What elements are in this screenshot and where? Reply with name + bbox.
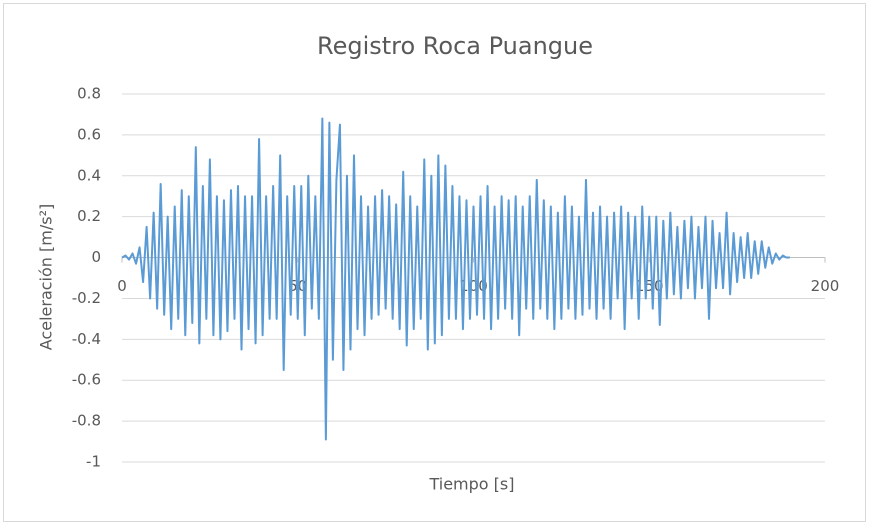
x-tick-label: 100 (459, 277, 488, 295)
y-tick-label: 0 (91, 248, 101, 266)
y-axis-label: Aceleración [m/s²] (37, 204, 56, 350)
x-tick-label: 150 (635, 277, 664, 295)
y-tick-label: 0.8 (77, 85, 101, 103)
data-line (121, 117, 790, 441)
y-tick-label: -0.2 (72, 289, 101, 307)
x-axis-label: Tiempo [s] (428, 475, 514, 494)
x-tick-label: 200 (811, 277, 840, 295)
y-tick-label: 0.6 (77, 125, 101, 143)
y-tick-label: 0.2 (77, 207, 101, 225)
y-tick-label: -0.4 (72, 330, 101, 348)
y-tick-label: -0.6 (72, 371, 101, 389)
chart-title: Registro Roca Puangue (317, 32, 593, 60)
y-tick-label: 0.4 (77, 166, 101, 184)
x-tick-label: 0 (117, 277, 127, 295)
y-tick-label: -1 (86, 453, 101, 471)
y-tick-label: -0.8 (72, 412, 101, 430)
